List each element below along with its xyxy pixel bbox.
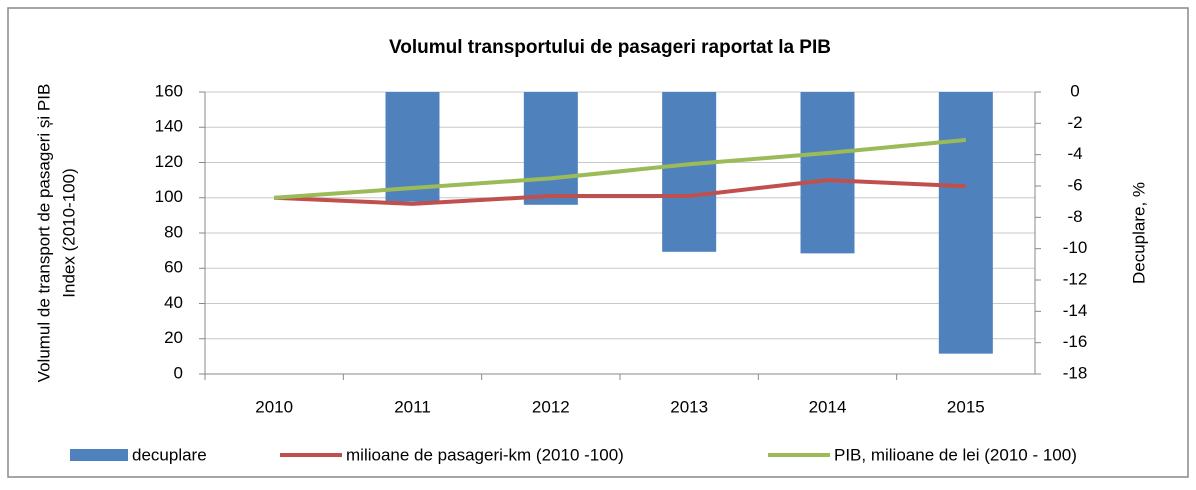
y2-tick-label: -6 <box>1067 175 1082 194</box>
line <box>274 137 967 200</box>
y2-tick-label: 0 <box>1070 81 1079 100</box>
x-tick-label: 2012 <box>532 397 570 416</box>
y2-tick-label: -10 <box>1063 238 1088 257</box>
chart-title: Volumul transportului de pasageri raport… <box>389 37 831 58</box>
legend-label: PIB, milioane de lei (2010 - 100) <box>834 445 1077 464</box>
y-tick-label: 40 <box>164 293 183 312</box>
y2-tick-label: -4 <box>1067 144 1082 163</box>
y2-tick-label: -8 <box>1067 207 1082 226</box>
x-tick-label: 2015 <box>947 397 985 416</box>
y2-tick-label: -12 <box>1063 269 1088 288</box>
y2-axis-label: Decuplare, % <box>1129 182 1148 284</box>
y-tick-label: 20 <box>164 328 183 347</box>
y-axis-label: Index (2010-100) <box>59 168 78 297</box>
x-tick-label: 2013 <box>670 397 708 416</box>
legend-swatch <box>70 449 128 461</box>
y2-tick-label: -14 <box>1063 301 1088 320</box>
y2-tick-label: -2 <box>1067 113 1082 132</box>
bar <box>385 92 440 202</box>
bar <box>938 92 993 354</box>
x-tick-label: 2014 <box>809 397 847 416</box>
y2-tick-label: -16 <box>1063 332 1088 351</box>
y-axis-label: Volumul de transport de pasageri și PIB <box>34 84 53 383</box>
line <box>274 178 966 206</box>
bar <box>523 92 578 205</box>
bar <box>662 92 717 252</box>
y-tick-label: 60 <box>164 258 183 277</box>
y-tick-label: 100 <box>155 187 183 206</box>
y-tick-label: 120 <box>155 152 183 171</box>
y-tick-label: 0 <box>174 363 183 382</box>
x-tick-label: 2011 <box>394 397 431 416</box>
y-tick-label: 160 <box>155 81 183 100</box>
x-tick-label: 2010 <box>255 397 293 416</box>
legend-label: decuplare <box>132 445 207 464</box>
y-tick-label: 80 <box>164 222 183 241</box>
legend-label: milioane de pasageri-km (2010 -100) <box>346 445 624 464</box>
chart-frame <box>7 7 1189 478</box>
y2-tick-label: -18 <box>1063 363 1088 382</box>
y-tick-label: 140 <box>155 117 183 136</box>
bar <box>800 92 855 254</box>
